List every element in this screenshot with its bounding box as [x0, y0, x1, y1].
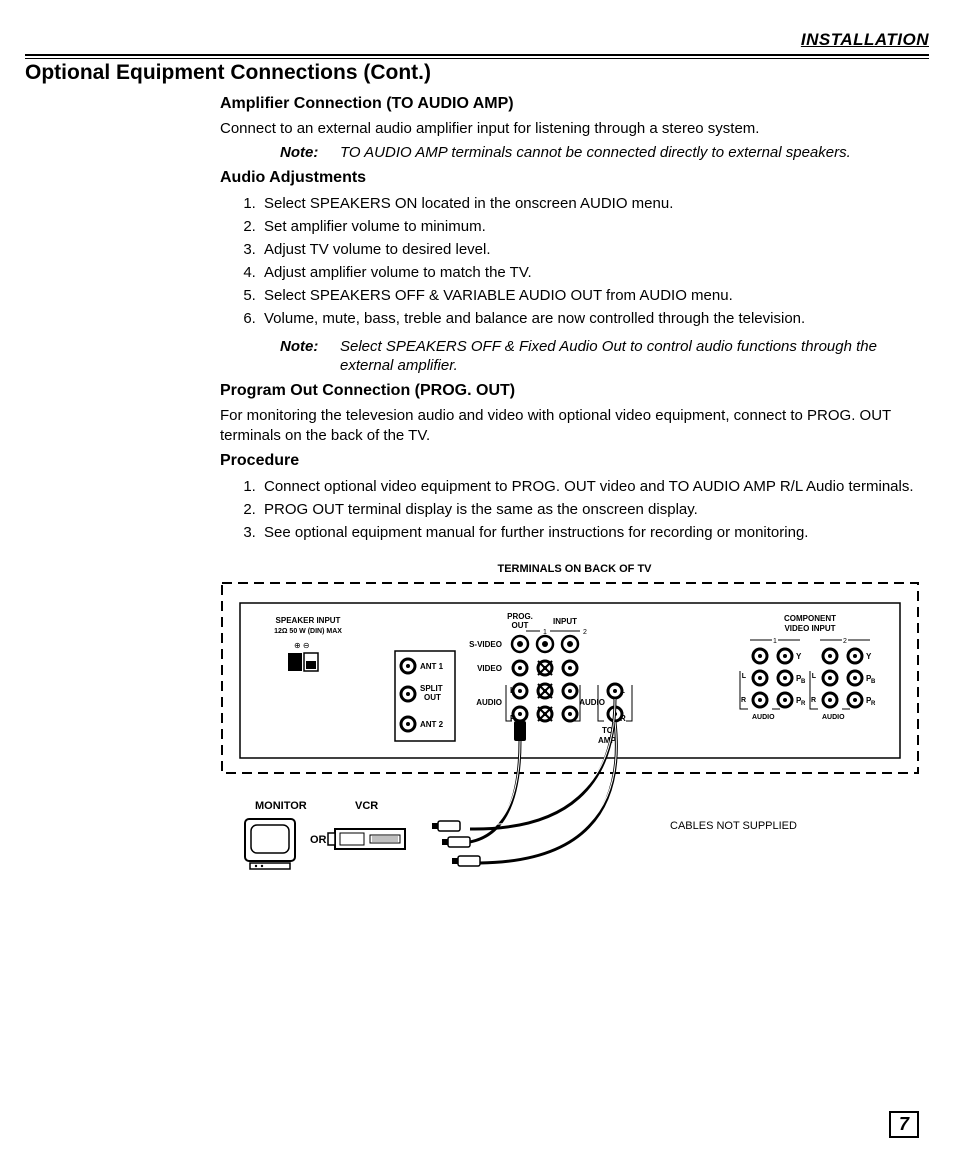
procedure-heading: Procedure	[220, 452, 929, 470]
list-item: See optional equipment manual for furthe…	[260, 522, 929, 543]
list-item: Adjust TV volume to desired level.	[260, 239, 929, 260]
split-label: SPLIT	[420, 684, 443, 693]
svg-text:2: 2	[583, 629, 587, 636]
svg-text:⊕ ⊖: ⊕ ⊖	[294, 641, 310, 650]
content-block: Amplifier Connection (TO AUDIO AMP) Conn…	[220, 95, 929, 921]
svideo-label: S-VIDEO	[469, 640, 502, 649]
list-item: Set amplifier volume to minimum.	[260, 216, 929, 237]
or-label: OR	[310, 834, 327, 846]
audio-label: AUDIO	[476, 698, 502, 707]
speaker-spec-label: 12Ω 50 W (DIN) MAX	[274, 628, 342, 635]
svg-text:AUDIO: AUDIO	[752, 714, 775, 721]
svideo-jacks	[512, 636, 578, 652]
list-item: Select SPEAKERS OFF & VARIABLE AUDIO OUT…	[260, 285, 929, 306]
speaker-input-label: SPEAKER INPUT	[276, 616, 341, 625]
vcr-icon	[328, 829, 405, 849]
input-label: INPUT	[553, 617, 577, 626]
prog-out-label2: OUT	[512, 621, 529, 630]
svg-text:L: L	[812, 673, 817, 680]
procedure-steps-list: Connect optional video equipment to PROG…	[260, 476, 929, 543]
prog-out-heading: Program Out Connection (PROG. OUT)	[220, 382, 929, 400]
component-block-1: Y L PB R PR AUDIO	[740, 649, 806, 721]
list-item: Volume, mute, bass, treble and balance a…	[260, 308, 929, 329]
ant1-label: ANT 1	[420, 662, 444, 671]
cables-label: CABLES NOT SUPPLIED	[670, 820, 797, 832]
video-label: VIDEO	[477, 664, 502, 673]
terminals-diagram: SPEAKER INPUT 12Ω 50 W (DIN) MAX ⊕ ⊖ ANT…	[220, 581, 929, 921]
amp-label: AMP	[598, 736, 616, 745]
monitor-icon	[245, 819, 295, 869]
svg-text:2: 2	[843, 638, 847, 645]
list-item: PROG OUT terminal display is the same as…	[260, 499, 929, 520]
header-rule	[25, 54, 929, 56]
note1-label: Note:	[280, 143, 340, 163]
audio-label2: AUDIO	[579, 698, 605, 707]
svg-text:Y: Y	[796, 652, 802, 661]
list-item: Connect optional video equipment to PROG…	[260, 476, 929, 497]
list-item: Select SPEAKERS ON located in the onscre…	[260, 193, 929, 214]
audio-steps-list: Select SPEAKERS ON located in the onscre…	[260, 193, 929, 329]
note1: Note: TO AUDIO AMP terminals cannot be c…	[280, 143, 929, 163]
svg-text:Y: Y	[866, 652, 872, 661]
page-number: 7	[889, 1111, 919, 1138]
svg-text:B: B	[871, 679, 876, 685]
main-heading: Optional Equipment Connections (Cont.)	[25, 58, 929, 85]
amp-intro: Connect to an external audio amplifier i…	[220, 119, 929, 139]
svg-text:R: R	[801, 701, 806, 707]
svg-text:L: L	[742, 673, 747, 680]
note2-text: Select SPEAKERS OFF & Fixed Audio Out to…	[340, 337, 929, 376]
svg-text:1: 1	[773, 638, 777, 645]
prog-out-label: PROG.	[507, 612, 533, 621]
note2-label: Note:	[280, 337, 340, 376]
component-label2: VIDEO INPUT	[784, 624, 835, 633]
note1-text: TO AUDIO AMP terminals cannot be connect…	[340, 143, 851, 163]
audio-adj-heading: Audio Adjustments	[220, 169, 929, 187]
list-item: Adjust amplifier volume to match the TV.	[260, 262, 929, 283]
r-label2: R	[620, 714, 626, 723]
vcr-label: VCR	[355, 800, 378, 812]
monitor-label: MONITOR	[255, 800, 307, 812]
note2: Note: Select SPEAKERS OFF & Fixed Audio …	[280, 337, 929, 376]
amp-heading: Amplifier Connection (TO AUDIO AMP)	[220, 95, 929, 113]
svg-text:B: B	[801, 679, 806, 685]
prog-intro: For monitoring the televesion audio and …	[220, 406, 929, 447]
ant2-label: ANT 2	[420, 720, 444, 729]
diagram-title: TERMINALS ON BACK OF TV	[220, 563, 929, 575]
svg-text:R: R	[741, 697, 746, 704]
out-label: OUT	[424, 693, 441, 702]
svg-text:R: R	[871, 701, 876, 707]
header-section: INSTALLATION	[25, 30, 929, 50]
component-label: COMPONENT	[784, 614, 836, 623]
svg-text:AUDIO: AUDIO	[822, 714, 845, 721]
svg-text:R: R	[811, 697, 816, 704]
component-block-2: Y L PB R PR AUDIO	[810, 649, 876, 721]
